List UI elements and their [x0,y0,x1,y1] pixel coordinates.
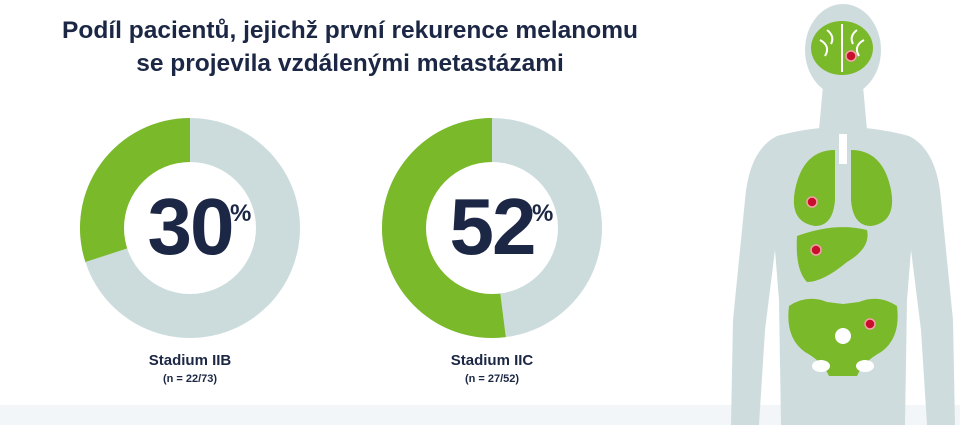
donut-hole-iic [426,162,558,294]
donut-label-iic: Stadium IIC (n = 27/52) [380,352,604,385]
bottom-band [0,405,960,425]
donut-label-iib: Stadium IIB (n = 22/73) [78,352,302,385]
liver-icon [796,227,868,282]
donut-value-iic: 52 [449,182,537,271]
metastasis-dot-lung [806,196,818,208]
donut-svg-iib [79,118,300,338]
sample-label-iic: (n = 27/52) [464,373,520,385]
donut-chart-stadium-iib: 30 % [78,116,302,340]
donut-value-iib: 30 [147,182,235,271]
percent-sign-iic: % [532,200,554,227]
brain-icon [811,21,873,75]
metastasis-dot-pelvis [864,318,876,330]
sample-label-iib: (n = 22/73) [162,373,218,385]
percent-sign-iib: % [230,200,252,227]
donut-svg-iic [381,118,602,338]
stage-label-iib: Stadium IIB [148,352,232,369]
chart-title-line-1: Podíl pacientů, jejichž první rekurence … [62,17,638,44]
body-silhouette-icon [731,4,955,425]
lungs-icon [793,134,893,226]
stage-label-iic: Stadium IIC [450,352,534,369]
donut-chart-stadium-iic: 52 % [380,116,604,340]
pelvis-icon [788,298,898,376]
chart-title: Podíl pacientů, jejichž první rekurence … [40,14,660,80]
donut-hole-iib [124,162,256,294]
body-figure-illustration [731,4,955,425]
chart-title-line-2: se projevila vzdálenými metastázami [136,50,564,77]
metastasis-dot-brain [845,50,857,62]
metastasis-dot-liver [810,244,822,256]
